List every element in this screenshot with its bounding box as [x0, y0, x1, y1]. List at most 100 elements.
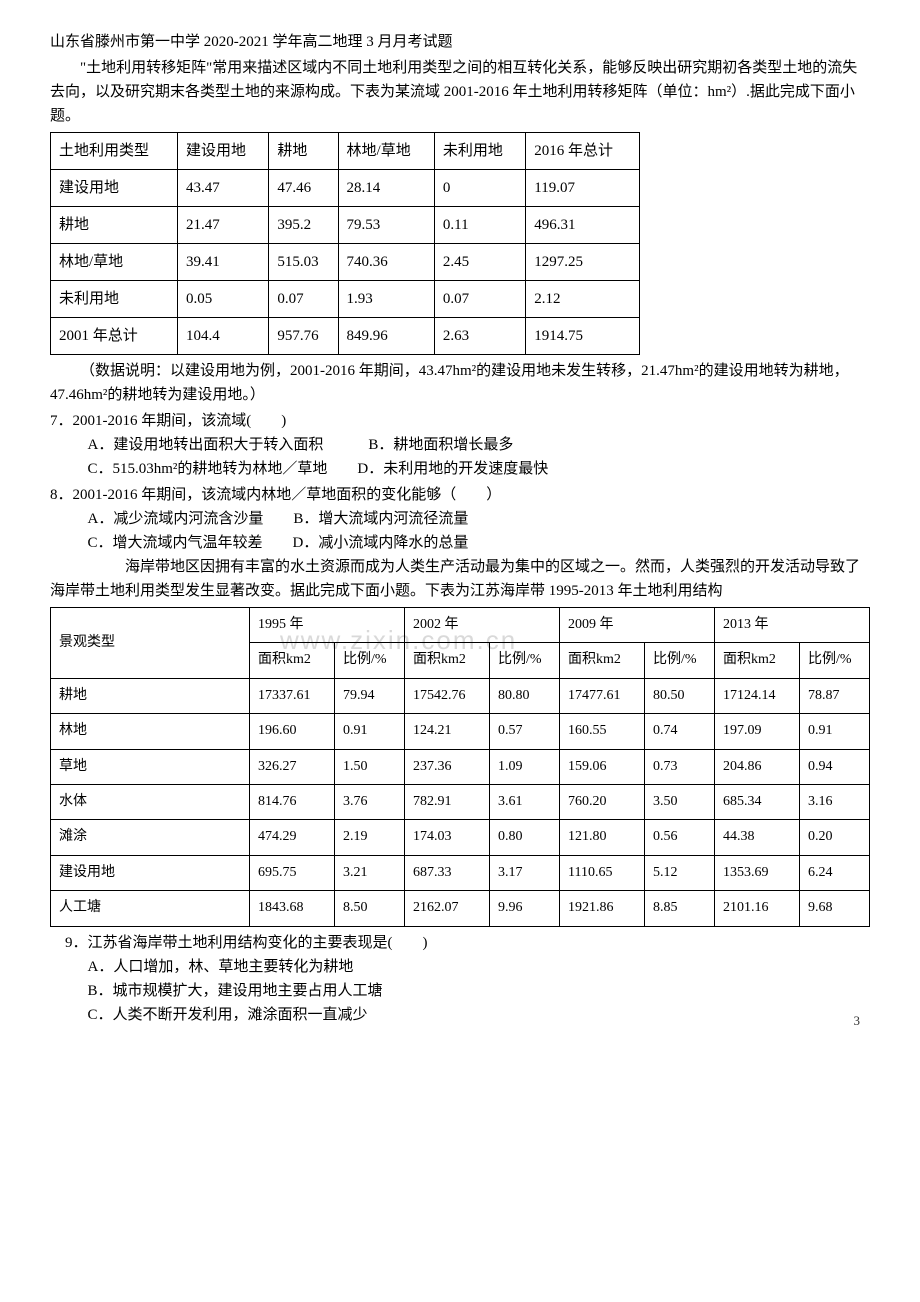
header-cell: 2009 年	[560, 608, 715, 643]
cell: 0.05	[178, 281, 269, 318]
header-cell: 土地利用类型	[51, 133, 178, 170]
cell: 耕地	[51, 678, 250, 713]
cell: 1353.69	[715, 855, 800, 890]
cell: 685.34	[715, 784, 800, 819]
cell: 0.80	[490, 820, 560, 855]
cell: 6.24	[800, 855, 870, 890]
cell: 2.63	[434, 318, 525, 355]
page-number: 3	[854, 1011, 861, 1032]
header-cell: 耕地	[269, 133, 338, 170]
header-cell: 2002 年	[405, 608, 560, 643]
cell: 44.38	[715, 820, 800, 855]
cell: 760.20	[560, 784, 645, 819]
cell: 1.09	[490, 749, 560, 784]
question-8-stem: 8．2001-2016 年期间，该流域内林地／草地面积的变化能够（ ）	[50, 483, 870, 507]
cell: 1.50	[335, 749, 405, 784]
data-note: （数据说明：以建设用地为例，2001-2016 年期间，43.47hm²的建设用…	[50, 359, 870, 407]
cell: 草地	[51, 749, 250, 784]
cell: 515.03	[269, 244, 338, 281]
cell: 1297.25	[526, 244, 640, 281]
cell: 159.06	[560, 749, 645, 784]
cell: 814.76	[250, 784, 335, 819]
header-cell: 2013 年	[715, 608, 870, 643]
cell: 204.86	[715, 749, 800, 784]
cell: 124.21	[405, 714, 490, 749]
subheader-cell: 面积km2	[405, 643, 490, 678]
table-row: 2001 年总计 104.4 957.76 849.96 2.63 1914.7…	[51, 318, 640, 355]
coastal-landuse-table: 景观类型 1995 年 2002 年 2009 年 2013 年 面积km2 比…	[50, 607, 870, 927]
cell: 17542.76	[405, 678, 490, 713]
table-row: 草地 326.27 1.50 237.36 1.09 159.06 0.73 2…	[51, 749, 870, 784]
cell: 695.75	[250, 855, 335, 890]
land-use-matrix-table: 土地利用类型 建设用地 耕地 林地/草地 未利用地 2016 年总计 建设用地 …	[50, 132, 640, 355]
subheader-cell: 比例/%	[490, 643, 560, 678]
cell: 79.94	[335, 678, 405, 713]
cell: 0.56	[645, 820, 715, 855]
cell: 849.96	[338, 318, 434, 355]
cell: 740.36	[338, 244, 434, 281]
cell: 104.4	[178, 318, 269, 355]
cell: 119.07	[526, 170, 640, 207]
table-row: 建设用地 695.75 3.21 687.33 3.17 1110.65 5.1…	[51, 855, 870, 890]
cell: 47.46	[269, 170, 338, 207]
cell: 3.21	[335, 855, 405, 890]
question-8-options-line2: C．增大流域内气温年较差 D．减小流域内降水的总量	[50, 531, 870, 555]
cell: 3.50	[645, 784, 715, 819]
question-7-options-line2: C．515.03hm²的耕地转为林地／草地 D．未利用地的开发速度最快	[50, 457, 870, 481]
cell: 1914.75	[526, 318, 640, 355]
cell: 2162.07	[405, 891, 490, 926]
subheader-cell: 面积km2	[715, 643, 800, 678]
cell: 197.09	[715, 714, 800, 749]
cell: 0	[434, 170, 525, 207]
question-9-stem: 9．江苏省海岸带土地利用结构变化的主要表现是( )	[50, 931, 870, 955]
cell: 建设用地	[51, 170, 178, 207]
table-header-row: 土地利用类型 建设用地 耕地 林地/草地 未利用地 2016 年总计	[51, 133, 640, 170]
cell: 2001 年总计	[51, 318, 178, 355]
subheader-cell: 面积km2	[250, 643, 335, 678]
cell: 滩涂	[51, 820, 250, 855]
cell: 8.85	[645, 891, 715, 926]
question-8-options-line1: A．减少流域内河流含沙量 B．增大流域内河流径流量	[50, 507, 870, 531]
cell: 326.27	[250, 749, 335, 784]
cell: 1843.68	[250, 891, 335, 926]
cell: 957.76	[269, 318, 338, 355]
cell: 3.16	[800, 784, 870, 819]
cell: 2.19	[335, 820, 405, 855]
cell: 79.53	[338, 207, 434, 244]
cell: 1110.65	[560, 855, 645, 890]
table-row: 水体 814.76 3.76 782.91 3.61 760.20 3.50 6…	[51, 784, 870, 819]
cell: 0.11	[434, 207, 525, 244]
header-cell: 1995 年	[250, 608, 405, 643]
cell: 5.12	[645, 855, 715, 890]
intro-paragraph-2: 海岸带地区因拥有丰富的水土资源而成为人类生产活动最为集中的区域之一。然而，人类强…	[50, 555, 870, 603]
cell: 174.03	[405, 820, 490, 855]
cell: 39.41	[178, 244, 269, 281]
table-row: 人工塘 1843.68 8.50 2162.07 9.96 1921.86 8.…	[51, 891, 870, 926]
cell: 395.2	[269, 207, 338, 244]
cell: 782.91	[405, 784, 490, 819]
cell: 237.36	[405, 749, 490, 784]
cell: 9.96	[490, 891, 560, 926]
cell: 80.50	[645, 678, 715, 713]
cell: 人工塘	[51, 891, 250, 926]
question-7-stem: 7．2001-2016 年期间，该流域( )	[50, 409, 870, 433]
cell: 耕地	[51, 207, 178, 244]
table-header-row-1: 景观类型 1995 年 2002 年 2009 年 2013 年	[51, 608, 870, 643]
cell: 0.91	[800, 714, 870, 749]
question-7-options-line1: A．建设用地转出面积大于转入面积 B．耕地面积增长最多	[50, 433, 870, 457]
cell: 0.74	[645, 714, 715, 749]
cell: 0.91	[335, 714, 405, 749]
cell: 未利用地	[51, 281, 178, 318]
cell: 0.07	[269, 281, 338, 318]
cell: 3.61	[490, 784, 560, 819]
subheader-cell: 比例/%	[800, 643, 870, 678]
cell: 建设用地	[51, 855, 250, 890]
cell: 3.76	[335, 784, 405, 819]
cell: 2.45	[434, 244, 525, 281]
table-row: 林地 196.60 0.91 124.21 0.57 160.55 0.74 1…	[51, 714, 870, 749]
cell: 2.12	[526, 281, 640, 318]
cell: 林地	[51, 714, 250, 749]
cell: 0.73	[645, 749, 715, 784]
header-cell: 林地/草地	[338, 133, 434, 170]
cell: 43.47	[178, 170, 269, 207]
